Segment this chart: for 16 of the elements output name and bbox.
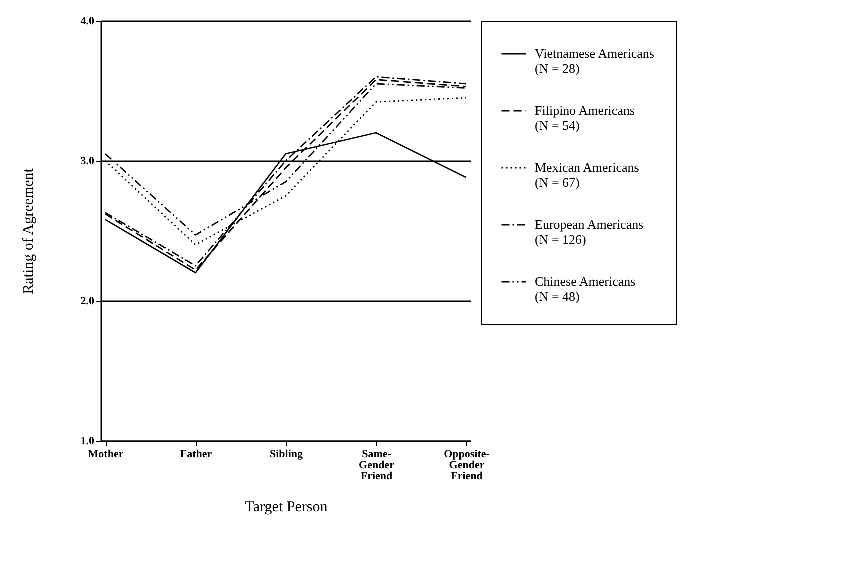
y-tick-label: 1.0 <box>80 436 95 448</box>
legend-label: Filipino Americans (N = 54) <box>535 103 636 133</box>
legend-label: Chinese Americans (N = 48) <box>535 274 636 304</box>
y-tick-label: 3.0 <box>80 156 95 168</box>
y-tick-label: 4.0 <box>80 16 95 28</box>
legend-label: Mexican Americans (N = 67) <box>535 160 640 190</box>
y-axis-title: Rating of Agreement <box>20 168 37 294</box>
x-axis-title: Target Person <box>245 500 328 516</box>
x-tick-label: Father <box>180 448 212 460</box>
y-tick-label: 2.0 <box>80 296 95 308</box>
x-tick-label: Sibling <box>270 448 304 460</box>
x-tick-label: Mother <box>88 448 124 460</box>
legend-label: Vietnamese Americans (N = 28) <box>535 46 654 76</box>
legend-label: European Americans (N = 126) <box>535 217 644 247</box>
x-tick-label: Same- Gender Friend <box>359 448 395 482</box>
x-tick-label: Opposite- Gender Friend <box>444 448 490 482</box>
